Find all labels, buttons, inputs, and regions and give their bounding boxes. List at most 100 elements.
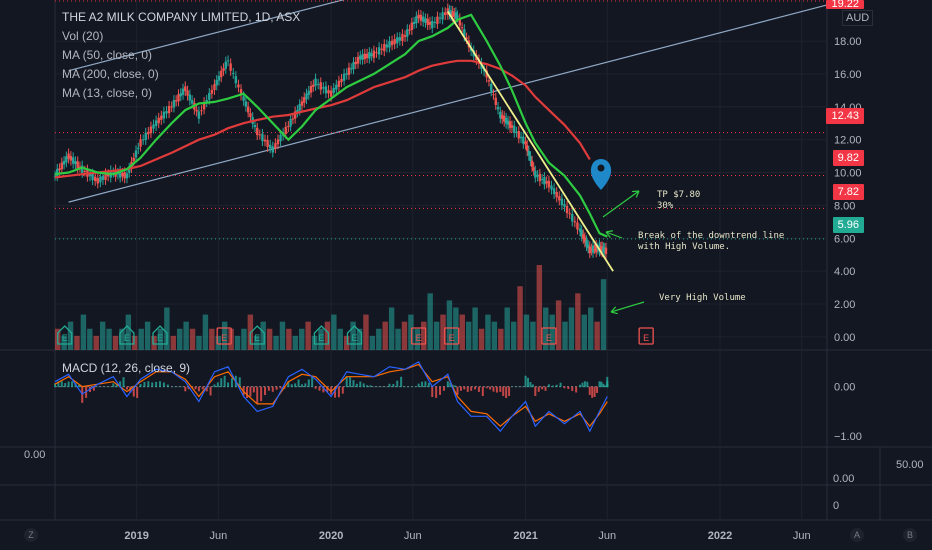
macd-histogram-bar bbox=[435, 386, 438, 398]
y-tick-label: 18.00 bbox=[834, 36, 862, 48]
candle-body bbox=[125, 173, 129, 179]
volume-bar bbox=[318, 328, 324, 350]
macd-histogram-bar bbox=[170, 386, 173, 388]
x-tick-label: Jun bbox=[598, 530, 616, 542]
candle-body bbox=[56, 168, 59, 177]
macd-legend[interactable]: MACD (12, 26, close, 9) bbox=[62, 361, 191, 375]
break-line-2: with High Volume. bbox=[638, 242, 731, 252]
price-tag-9-82: 9.82 bbox=[832, 150, 864, 166]
macd-histogram-bar bbox=[517, 386, 520, 388]
candle-body bbox=[101, 176, 105, 180]
candle-body bbox=[319, 82, 322, 90]
macd-histogram-bar bbox=[404, 386, 407, 388]
candle-body bbox=[490, 83, 493, 92]
candle-body bbox=[532, 167, 535, 171]
volume-bar bbox=[273, 335, 279, 350]
candle-body bbox=[354, 61, 357, 65]
candle-body bbox=[160, 115, 163, 120]
macd-histogram-bar bbox=[205, 386, 208, 392]
macd-histogram-bar bbox=[125, 386, 128, 390]
candle-body bbox=[208, 93, 211, 100]
indicator-volume[interactable]: Vol (20) bbox=[62, 29, 104, 43]
macd-histogram-bar bbox=[575, 386, 578, 393]
macd-histogram-bar bbox=[174, 386, 177, 388]
macd-histogram-bar bbox=[529, 381, 532, 388]
candle-body bbox=[448, 10, 451, 15]
volume-bar bbox=[119, 328, 125, 350]
macd-histogram-bar bbox=[187, 386, 190, 390]
y-tick-label: 12.00 bbox=[834, 135, 862, 147]
macd-histogram-bar bbox=[495, 386, 498, 393]
candle-body bbox=[284, 126, 287, 134]
candle-body bbox=[527, 150, 531, 156]
macd-histogram-bar bbox=[463, 386, 466, 390]
candle-body bbox=[433, 21, 437, 23]
macd-histogram-bar bbox=[583, 381, 586, 388]
auto-scale-button[interactable]: A bbox=[850, 528, 864, 542]
axes: 18.0016.0014.0012.0010.008.006.004.002.0… bbox=[124, 36, 861, 542]
macd-histogram-bar bbox=[264, 386, 267, 396]
candle-body bbox=[179, 93, 182, 97]
zoom-button[interactable]: Z bbox=[24, 528, 38, 542]
macd-histogram-bar bbox=[502, 386, 505, 397]
candle-body bbox=[412, 22, 416, 25]
volume-bar bbox=[331, 314, 337, 350]
macd-histogram-bar bbox=[352, 380, 355, 388]
macd-histogram-bar bbox=[505, 386, 508, 399]
candle-body bbox=[305, 93, 308, 100]
candle-body bbox=[365, 53, 369, 58]
symbol-title[interactable]: THE A2 MILK COMPANY LIMITED, 1D, ASX bbox=[62, 10, 301, 24]
y-tick-label: 10.00 bbox=[834, 168, 862, 180]
macd-histogram-bar bbox=[474, 386, 477, 390]
macd-histogram-bar bbox=[71, 381, 74, 388]
b-button[interactable]: B bbox=[903, 528, 917, 542]
tp-note: TP $7.80 30% bbox=[657, 190, 700, 212]
indicator-ma200[interactable]: MA (200, close, 0) bbox=[62, 67, 159, 81]
candle-body bbox=[332, 87, 335, 93]
macd-histogram-bar bbox=[555, 384, 558, 388]
indicator-ma50[interactable]: MA (50, close, 0) bbox=[62, 48, 153, 62]
candle-body bbox=[438, 17, 442, 19]
candle-body bbox=[190, 100, 194, 104]
candle-body bbox=[426, 18, 429, 26]
candle-body bbox=[309, 85, 313, 93]
volume-bar bbox=[414, 328, 421, 350]
macd-histogram-bar bbox=[588, 386, 591, 395]
price-series bbox=[53, 3, 608, 259]
volume-bar bbox=[453, 307, 459, 350]
candle-body bbox=[496, 106, 500, 110]
macd-histogram-bar bbox=[596, 386, 599, 393]
candle-body bbox=[134, 150, 138, 158]
candle-body bbox=[93, 176, 97, 181]
currency-label[interactable]: AUD bbox=[842, 10, 874, 26]
candle-body bbox=[591, 245, 595, 253]
volume-bar bbox=[388, 307, 395, 350]
candle-body bbox=[81, 165, 84, 173]
candle-body bbox=[508, 121, 512, 128]
macd-histogram-bar bbox=[439, 386, 442, 395]
candle-body bbox=[502, 116, 506, 122]
volume-bar bbox=[183, 321, 189, 350]
break-line-1: Break of the downtrend line bbox=[638, 231, 785, 241]
candle-body bbox=[510, 125, 514, 128]
candle-body bbox=[522, 136, 525, 144]
candle-body bbox=[421, 16, 425, 22]
candle-body bbox=[463, 29, 466, 37]
candle-body bbox=[465, 37, 468, 40]
macd-histogram-bar bbox=[67, 381, 70, 388]
candle-body bbox=[67, 153, 70, 159]
candle-body bbox=[256, 127, 259, 136]
candle-body bbox=[573, 221, 577, 223]
volume-bar bbox=[350, 321, 356, 350]
volume-bar bbox=[485, 314, 491, 350]
macd-histogram-bar bbox=[77, 385, 80, 388]
earnings-letter: E bbox=[124, 333, 130, 343]
earnings-icon bbox=[638, 327, 654, 345]
indicator-ma13[interactable]: MA (13, close, 0) bbox=[62, 86, 153, 100]
earnings-letter: E bbox=[416, 333, 422, 343]
macd-histogram-bar bbox=[119, 381, 122, 388]
break-arrow-head bbox=[605, 230, 613, 238]
candle-body bbox=[540, 178, 544, 180]
candle-body bbox=[560, 198, 564, 206]
